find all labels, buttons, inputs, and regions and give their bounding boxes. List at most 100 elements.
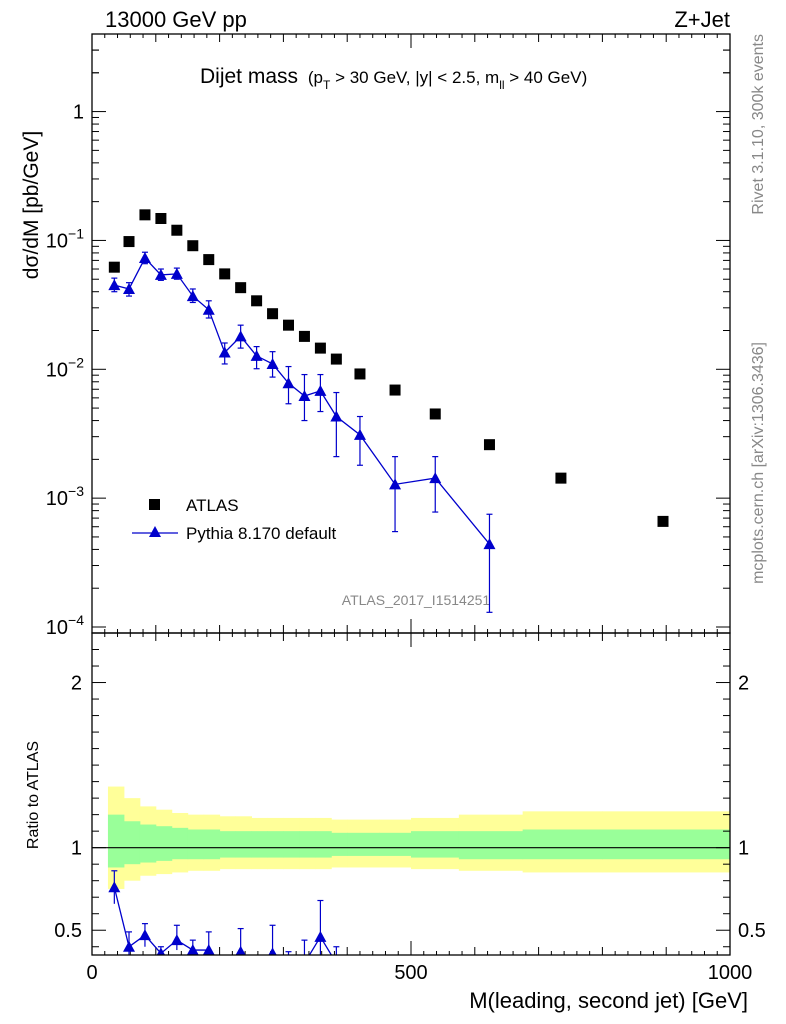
main-title: Dijet mass (pT > 30 GeV, |y| < 2.5, mll … xyxy=(200,65,587,92)
ratio-band-green xyxy=(522,829,603,860)
main-axis-ticks: 110−110−210−310−4 xyxy=(46,33,731,639)
main-y-tick-label-exponent: −3 xyxy=(68,483,84,499)
atlas-data-point xyxy=(657,515,669,527)
ratio-band-green xyxy=(347,832,380,856)
pythia-data-point xyxy=(282,377,295,389)
atlas-data-point xyxy=(187,240,199,252)
title-cuts-a: (p xyxy=(308,68,323,87)
ratio-band-green xyxy=(283,831,300,858)
title-cuts-sub-ll: ll xyxy=(499,78,504,92)
ratio-band-green xyxy=(171,827,189,860)
atlas-data-point xyxy=(235,282,247,294)
pythia-data-point xyxy=(138,252,151,264)
atlas-data-point xyxy=(555,472,567,484)
ratio-band-green xyxy=(123,821,141,865)
atlas-data-point xyxy=(389,384,401,396)
ratio-bands xyxy=(107,786,730,889)
ratio-band-green xyxy=(155,826,173,861)
ratio-band-green xyxy=(267,831,284,858)
ratio-ylabel: Ratio to ATLAS xyxy=(25,741,42,849)
atlas-data-point xyxy=(139,209,151,221)
main-y-tick-label-exponent: −2 xyxy=(68,354,84,370)
pythia-line xyxy=(114,256,490,545)
pythia-data-point xyxy=(218,346,231,358)
pythia-data-point xyxy=(202,303,215,315)
atlas-data-point xyxy=(155,212,167,224)
x-axis-label: M(leading, second jet) [GeV] xyxy=(469,988,748,1013)
ratio-band-green xyxy=(235,831,252,858)
ratio-data-point xyxy=(202,944,215,955)
main-y-tick-label-base: 10 xyxy=(46,617,68,639)
x-tick-label: 500 xyxy=(394,962,427,984)
pythia-data-point xyxy=(298,390,311,402)
legend-marker-atlas xyxy=(149,499,160,510)
atlas-data-point xyxy=(429,408,441,420)
ratio-data-point xyxy=(314,930,327,942)
main-y-tick-label: 10−4 xyxy=(46,612,84,639)
main-y-tick-label-base: 10 xyxy=(46,359,68,381)
atlas-data-point xyxy=(171,224,183,236)
ratio-data-point xyxy=(108,881,121,893)
pythia-data-point xyxy=(170,267,183,279)
ratio-band-green xyxy=(187,829,205,860)
rivet-label: Rivet 3.1.10, 300k events xyxy=(750,34,767,215)
pythia-data-point xyxy=(389,478,402,490)
pythia-data-point xyxy=(186,290,199,302)
atlas-data-point xyxy=(330,353,342,365)
legend-marker-pythia xyxy=(149,526,161,537)
ratio-band-green xyxy=(107,814,125,868)
title-main: Dijet mass xyxy=(200,65,298,88)
pythia-data-point xyxy=(429,472,442,484)
pythia-data-point xyxy=(330,410,343,422)
main-plot-data xyxy=(108,209,669,613)
atlas-data-point xyxy=(314,342,326,354)
title-cuts-b: > 30 GeV, |y| < 2.5, m xyxy=(330,68,499,87)
x-tick-label: 1000 xyxy=(708,962,753,984)
ratio-band-green xyxy=(331,832,348,856)
ratio-y-tick-label-left: 2 xyxy=(71,673,82,695)
main-y-tick-label-base: 10 xyxy=(46,488,68,510)
ratio-data-point xyxy=(298,957,310,968)
main-ylabel: dσ/dM [pb/GeV] xyxy=(20,131,43,279)
ratio-pythia-line xyxy=(113,887,333,955)
ratio-y-tick-label-right: 1 xyxy=(738,838,749,860)
legend-label-atlas: ATLAS xyxy=(186,496,239,515)
header-right: Z+Jet xyxy=(674,7,730,32)
pythia-data-point xyxy=(250,349,263,361)
pythia-data-point xyxy=(154,268,167,280)
ratio-data-point xyxy=(251,957,263,968)
atlas-data-point xyxy=(354,368,366,380)
main-y-tick-label: 10−2 xyxy=(46,354,84,381)
ratio-y-tick-label-right: 2 xyxy=(738,673,749,695)
ratio-band-green xyxy=(219,831,237,858)
ratio-data-point xyxy=(268,947,277,955)
analysis-id: ATLAS_2017_I1514251 xyxy=(342,592,491,608)
atlas-data-point xyxy=(108,261,120,273)
ratio-data-point xyxy=(138,929,151,941)
pythia-data-point xyxy=(234,330,247,342)
ratio-data-point xyxy=(330,957,342,968)
ratio-plot-data xyxy=(108,870,342,977)
mcplots-label: mcplots.cern.ch [arXiv:1306.3436] xyxy=(750,342,767,584)
ratio-band-green xyxy=(458,831,524,860)
ratio-data-point xyxy=(186,944,199,955)
ratio-data-point xyxy=(283,957,295,968)
pythia-data-point xyxy=(483,538,496,550)
pythia-data-point xyxy=(353,428,366,440)
pythia-data-point xyxy=(123,282,136,294)
atlas-data-point xyxy=(203,254,215,266)
ratio-plot-frame xyxy=(91,632,731,956)
atlas-data-point xyxy=(251,295,263,307)
main-y-tick-label-exponent: −1 xyxy=(68,225,84,241)
ratio-data-point xyxy=(219,966,231,977)
header-left: 13000 GeV pp xyxy=(105,7,247,32)
ratio-band-green xyxy=(602,829,730,860)
main-y-tick-label-base: 10 xyxy=(46,230,68,252)
legend-label-pythia: Pythia 8.170 default xyxy=(186,524,337,543)
ratio-axis-ticks: 0 500 1000 0.5 0.5 1 1 2 2 xyxy=(54,633,766,984)
x-tick-label: 0 xyxy=(86,962,97,984)
atlas-data-point xyxy=(483,439,495,451)
ratio-band-green xyxy=(203,829,221,860)
atlas-data-point xyxy=(123,236,135,248)
